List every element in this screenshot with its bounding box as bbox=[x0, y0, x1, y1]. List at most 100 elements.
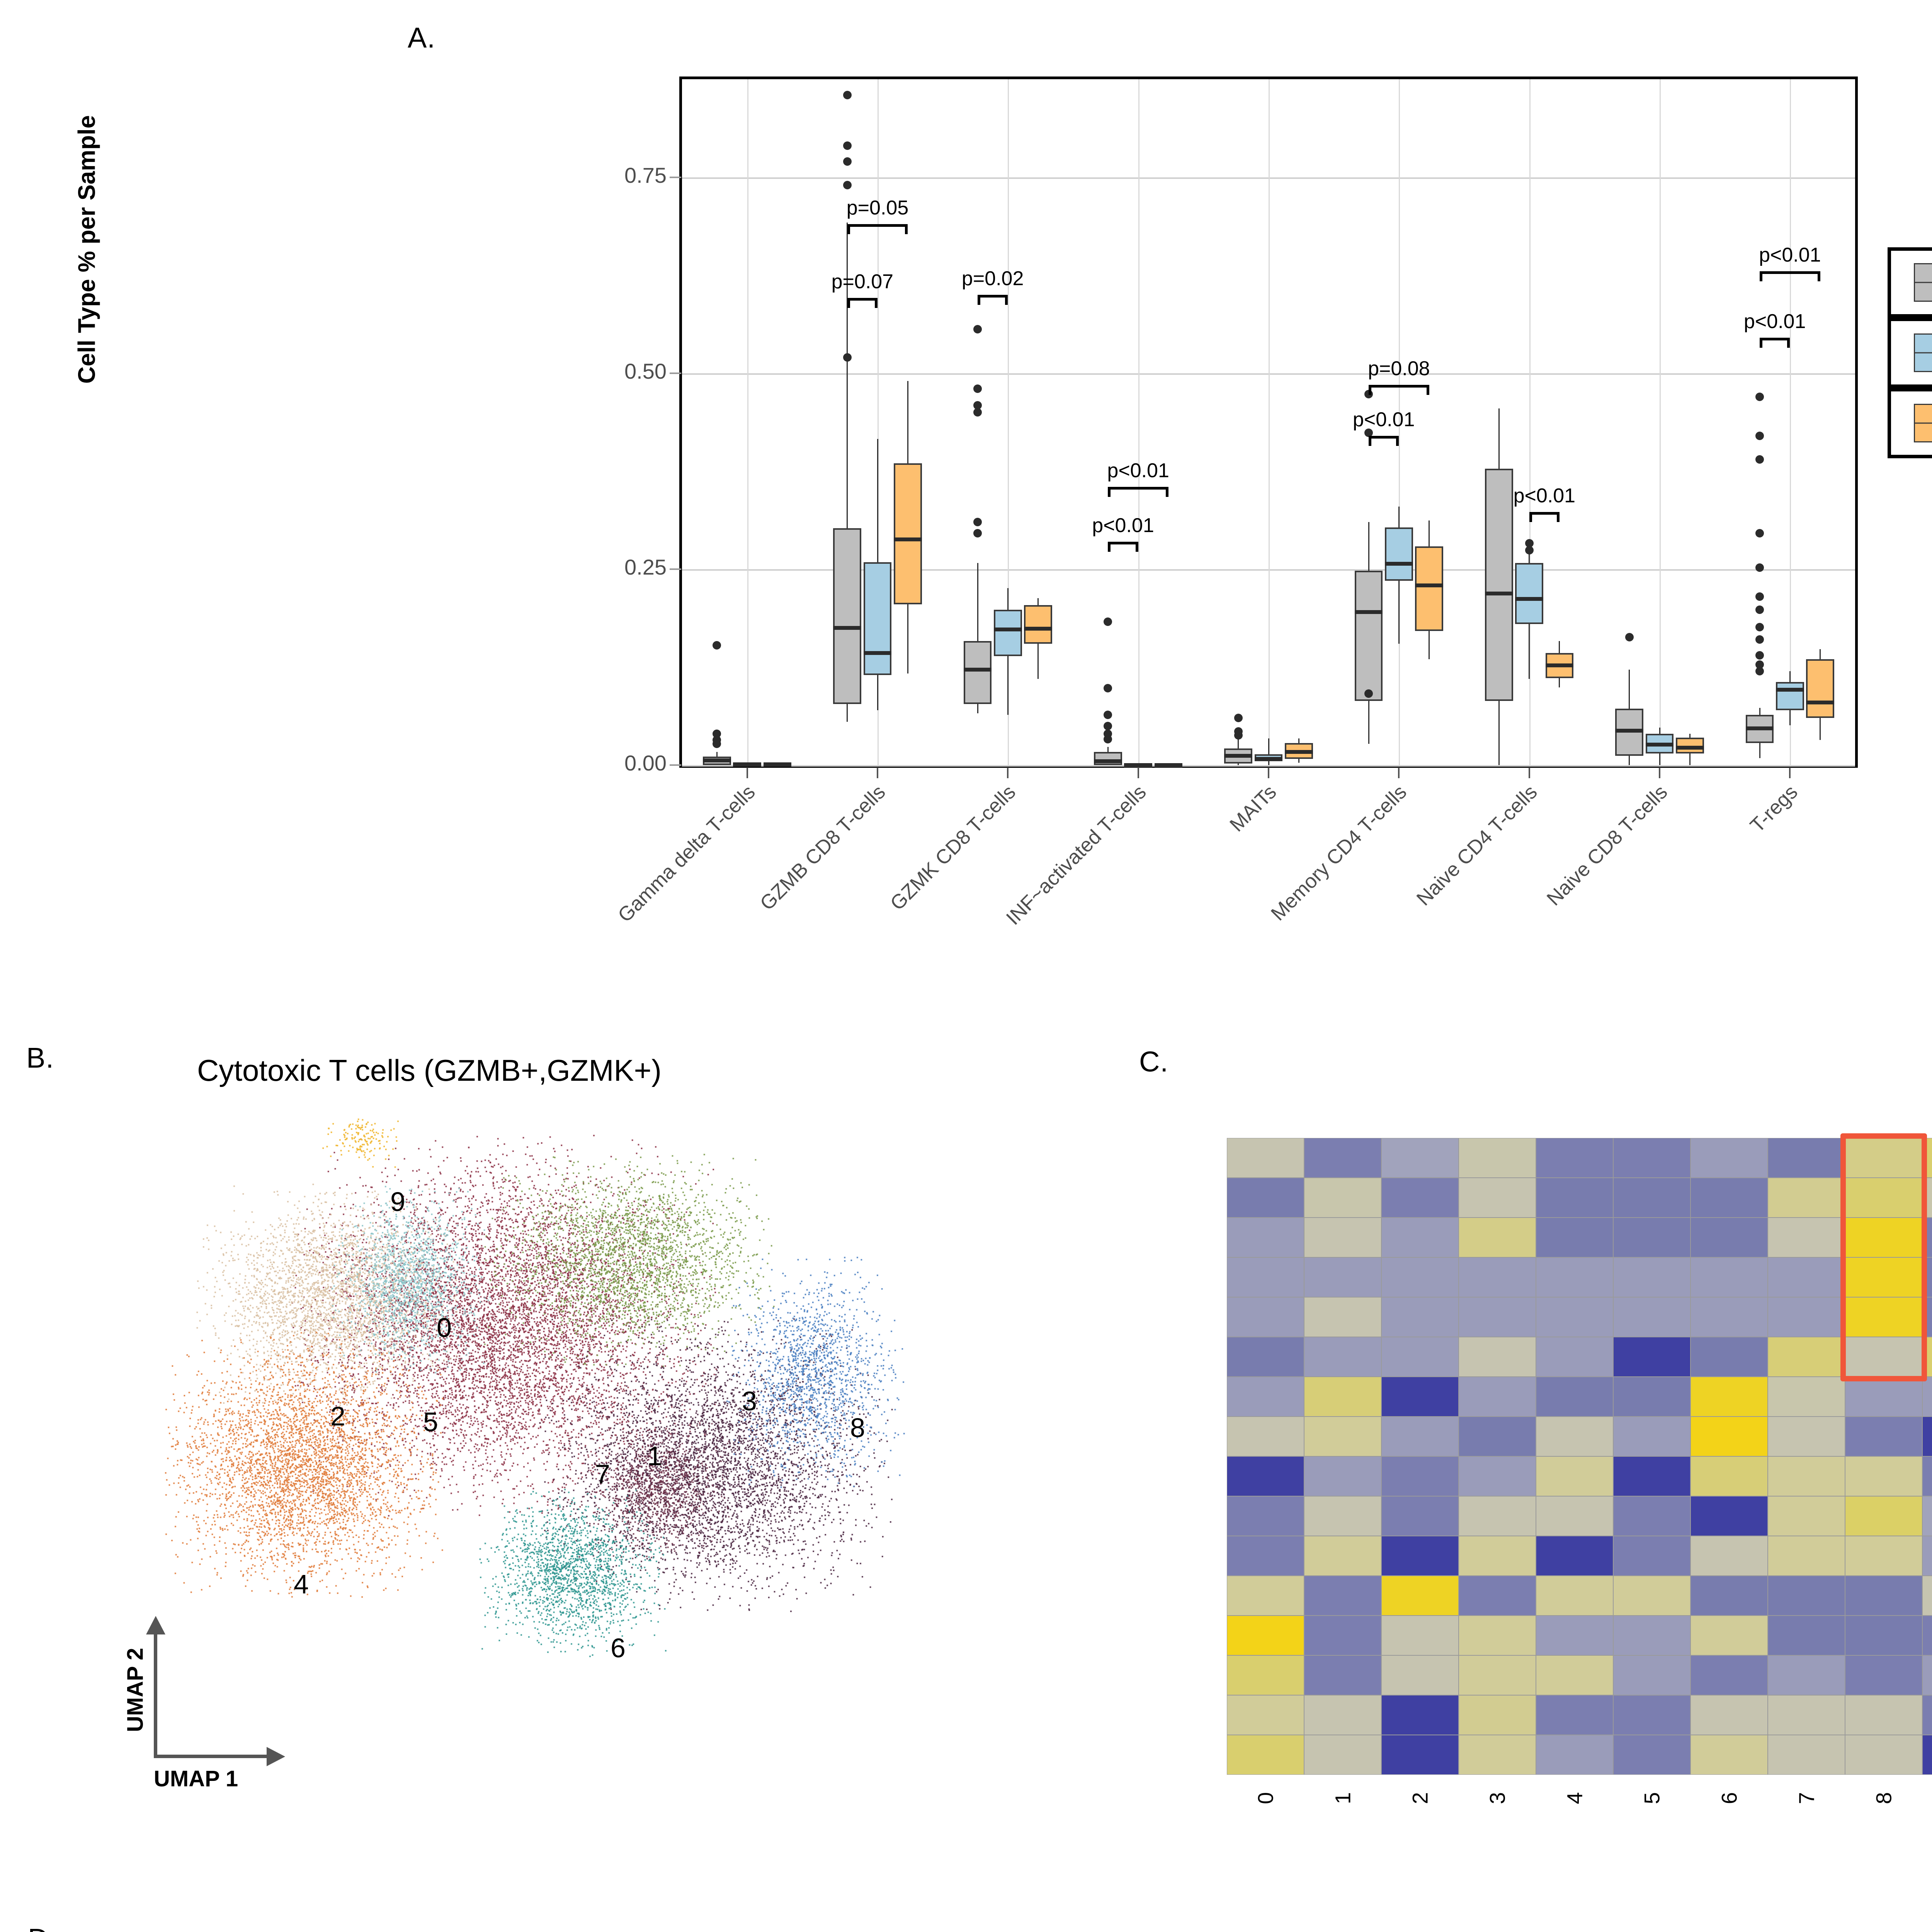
umap-scatter-canvas bbox=[162, 1094, 1070, 1696]
panel-a-y-axis-title: Cell Type % per Sample bbox=[73, 95, 101, 404]
pvalue-label: p=0.02 bbox=[950, 267, 1035, 290]
y-tick-mark bbox=[670, 764, 681, 766]
heatmap-cell bbox=[1536, 1218, 1613, 1257]
heatmap-cell bbox=[1304, 1337, 1381, 1377]
box-reference bbox=[964, 641, 992, 704]
umap-cluster-label-6: 6 bbox=[611, 1633, 626, 1663]
legend-key-t1-nrg bbox=[1914, 404, 1932, 442]
pvalue-bracket bbox=[847, 298, 878, 310]
umap-x-axis-arrow-line bbox=[154, 1755, 270, 1758]
heatmap-cell bbox=[1536, 1257, 1613, 1297]
heatmap-cell bbox=[1768, 1616, 1845, 1655]
pvalue-bracket bbox=[847, 224, 908, 236]
heatmap-cell bbox=[1690, 1695, 1768, 1735]
heatmap-cell bbox=[1690, 1297, 1768, 1337]
bracket-bar bbox=[978, 295, 1008, 298]
median-line bbox=[733, 762, 761, 766]
pvalue-bracket bbox=[1108, 487, 1168, 498]
bracket-bar bbox=[1529, 512, 1560, 515]
heatmap-cell bbox=[1613, 1735, 1690, 1775]
gridline-vertical bbox=[1790, 79, 1791, 765]
box-t1-rg bbox=[1385, 527, 1413, 581]
heatmap-cell bbox=[1459, 1456, 1536, 1496]
heatmap-cell bbox=[1768, 1178, 1845, 1218]
heatmap-cell bbox=[1768, 1735, 1845, 1775]
bracket-right-tick bbox=[1136, 542, 1138, 552]
heatmap-column-label-2: 2 bbox=[1408, 1783, 1433, 1814]
x-tick-mark bbox=[1138, 767, 1139, 778]
heatmap-cell bbox=[1768, 1496, 1845, 1536]
heatmap-cell bbox=[1459, 1695, 1536, 1735]
y-tick-label: 0.50 bbox=[589, 359, 667, 384]
median-line bbox=[1676, 746, 1704, 750]
heatmap-cell bbox=[1227, 1218, 1304, 1257]
median-line bbox=[1415, 583, 1443, 587]
heatmap-cell bbox=[1536, 1377, 1613, 1417]
heatmap-cell bbox=[1690, 1456, 1768, 1496]
heatmap-cell bbox=[1459, 1257, 1536, 1297]
heatmap-cell bbox=[1227, 1735, 1304, 1775]
heatmap-column-label-8: 8 bbox=[1871, 1783, 1896, 1814]
heatmap-cell bbox=[1381, 1576, 1459, 1616]
heatmap-cell bbox=[1613, 1138, 1690, 1178]
umap-cluster-label-2: 2 bbox=[330, 1401, 345, 1432]
pvalue-bracket bbox=[1760, 338, 1790, 349]
bracket-left-tick bbox=[1108, 542, 1111, 552]
pvalue-label: p<0.01 bbox=[1747, 243, 1832, 267]
heatmap-cell bbox=[1304, 1178, 1381, 1218]
heatmap-cell bbox=[1536, 1735, 1613, 1775]
umap-cluster-label-0: 0 bbox=[437, 1312, 452, 1343]
heatmap-cell bbox=[1613, 1456, 1690, 1496]
legend-key-t1-rg bbox=[1914, 333, 1932, 372]
heatmap-cell bbox=[1304, 1218, 1381, 1257]
median-line bbox=[1285, 750, 1313, 754]
median-line bbox=[1224, 754, 1252, 758]
bracket-right-tick bbox=[1427, 385, 1429, 395]
heatmap-cell bbox=[1922, 1695, 1932, 1735]
heatmap-cell bbox=[1768, 1417, 1845, 1456]
median-line bbox=[1024, 627, 1052, 631]
median-line bbox=[864, 651, 892, 655]
pvalue-bracket bbox=[1369, 385, 1429, 396]
box-reference bbox=[833, 528, 861, 704]
bracket-left-tick bbox=[1760, 271, 1762, 281]
outlier-point bbox=[1104, 617, 1112, 626]
median-line bbox=[833, 626, 861, 630]
pvalue-label: p<0.01 bbox=[1502, 484, 1587, 507]
outlier-point bbox=[1755, 393, 1764, 401]
heatmap-cell bbox=[1227, 1377, 1304, 1417]
heatmap-cell bbox=[1536, 1337, 1613, 1377]
panel-b-letter: B. bbox=[26, 1041, 54, 1074]
legend-key-median bbox=[1915, 282, 1932, 283]
outlier-point bbox=[1755, 455, 1764, 464]
heatmap-cell bbox=[1381, 1138, 1459, 1178]
outlier-point bbox=[843, 141, 852, 150]
median-line bbox=[1806, 701, 1834, 704]
heatmap-cell bbox=[1227, 1576, 1304, 1616]
heatmap-cell bbox=[1768, 1218, 1845, 1257]
bracket-left-tick bbox=[978, 295, 980, 305]
heatmap-cell bbox=[1536, 1695, 1613, 1735]
heatmap-cell bbox=[1459, 1178, 1536, 1218]
heatmap-cell bbox=[1922, 1417, 1932, 1456]
heatmap-cell bbox=[1304, 1695, 1381, 1735]
legend-swatch-box-2 bbox=[1888, 388, 1932, 458]
heatmap-cell bbox=[1227, 1138, 1304, 1178]
median-line bbox=[1485, 592, 1513, 595]
heatmap-cell bbox=[1690, 1536, 1768, 1576]
heatmap-cell bbox=[1227, 1417, 1304, 1456]
median-line bbox=[1646, 743, 1674, 747]
heatmap-cell bbox=[1304, 1138, 1381, 1178]
heatmap-cell bbox=[1690, 1496, 1768, 1536]
heatmap-cell bbox=[1845, 1616, 1922, 1655]
box-t1-nrg bbox=[1806, 659, 1834, 718]
heatmap-cell bbox=[1304, 1616, 1381, 1655]
heatmap-cell bbox=[1845, 1655, 1922, 1695]
heatmap-cell bbox=[1768, 1138, 1845, 1178]
heatmap-cell bbox=[1381, 1735, 1459, 1775]
heatmap-cell bbox=[1459, 1616, 1536, 1655]
panel-a-letter: A. bbox=[408, 21, 435, 54]
box-t1-rg bbox=[1515, 563, 1543, 624]
bracket-right-tick bbox=[905, 224, 908, 234]
heatmap-cell bbox=[1459, 1417, 1536, 1456]
